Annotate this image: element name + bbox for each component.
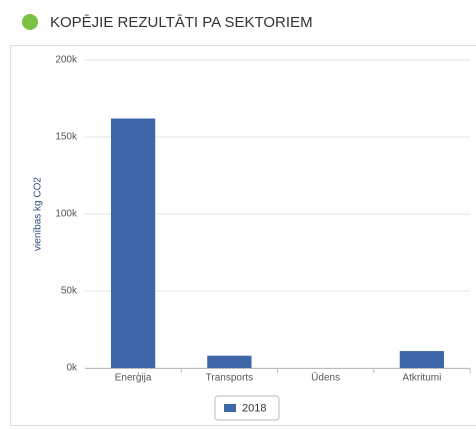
chart-title: KOPĒJIE REZULTĀTI PA SEKTORIEM: [50, 14, 313, 31]
bar: [110, 118, 156, 369]
y-tick-label: 150k: [55, 132, 78, 143]
x-tick-label: Atkritumi: [402, 373, 441, 384]
x-tick-label: Enerģija: [115, 371, 152, 384]
legend-swatch: [224, 404, 236, 412]
x-tick-label: Transports: [206, 373, 253, 384]
bar: [399, 351, 445, 368]
y-tick-label: 100k: [55, 209, 78, 220]
bar: [207, 355, 252, 368]
y-axis-title: vienības kg CO2: [33, 177, 44, 251]
y-tick-label: 200k: [55, 55, 78, 66]
y-tick-label: 50k: [61, 286, 78, 297]
legend-box: [214, 395, 280, 421]
legend-label: 2018: [242, 402, 266, 414]
panel: [10, 45, 476, 426]
title-icon: [22, 14, 38, 30]
y-tick-label: 0k: [66, 363, 78, 374]
x-tick-label: Ūdens: [311, 372, 340, 384]
